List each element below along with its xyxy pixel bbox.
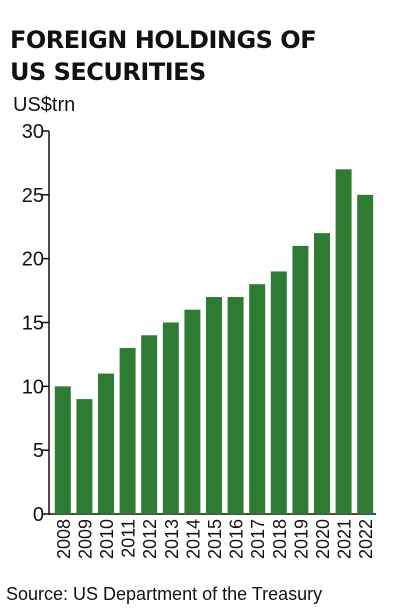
bar-2014 xyxy=(184,309,201,514)
x-tick-label: 2022 xyxy=(356,519,376,559)
x-tick-label: 2019 xyxy=(291,519,311,559)
x-tick-label: 2020 xyxy=(313,519,333,559)
x-tick-label: 2009 xyxy=(75,519,95,559)
x-tick-label: 2015 xyxy=(205,519,225,559)
y-tick-label: 5 xyxy=(33,440,44,462)
bar-2017 xyxy=(249,284,266,514)
bar-2021 xyxy=(335,169,352,515)
source-note: Source: US Department of the Treasury xyxy=(6,584,323,604)
x-tick-label: 2013 xyxy=(162,519,182,559)
y-tick-label: 0 xyxy=(33,504,44,526)
bar-2018 xyxy=(270,271,287,514)
bar-2012 xyxy=(141,335,158,514)
bar-2016 xyxy=(227,296,244,514)
y-tick-label: 20 xyxy=(22,249,44,271)
x-tick-label: 2012 xyxy=(140,519,160,559)
chart-title-line-2: US SECURITIES xyxy=(10,58,206,86)
chart-title-line-1: FOREIGN HOLDINGS OF xyxy=(10,26,317,54)
bar-2011 xyxy=(119,348,136,514)
chart-title: FOREIGN HOLDINGS OF US SECURITIES xyxy=(10,24,410,88)
bar-2010 xyxy=(98,373,114,514)
x-tick-label: 2008 xyxy=(54,519,74,559)
bar-2019 xyxy=(292,245,309,514)
x-tick-label: 2010 xyxy=(97,519,117,559)
bar-2022 xyxy=(357,194,374,515)
x-tick-label: 2011 xyxy=(119,519,139,558)
bar-2009 xyxy=(76,399,93,514)
y-tick-label: 30 xyxy=(22,121,44,143)
y-tick-label: 10 xyxy=(22,376,44,398)
bar-2020 xyxy=(314,233,330,514)
bar-2013 xyxy=(162,322,179,514)
y-axis-unit-label: US$trn xyxy=(13,94,76,116)
y-tick-label: 25 xyxy=(22,185,44,207)
bar-2015 xyxy=(206,296,222,514)
x-tick-label: 2014 xyxy=(183,519,203,559)
bar-2008 xyxy=(54,386,71,514)
x-tick-label: 2018 xyxy=(270,519,290,559)
y-tick-label: 15 xyxy=(22,313,44,335)
x-tick-label: 2016 xyxy=(227,519,247,559)
x-tick-label: 2017 xyxy=(248,519,268,559)
x-tick-label: 2021 xyxy=(335,519,355,559)
